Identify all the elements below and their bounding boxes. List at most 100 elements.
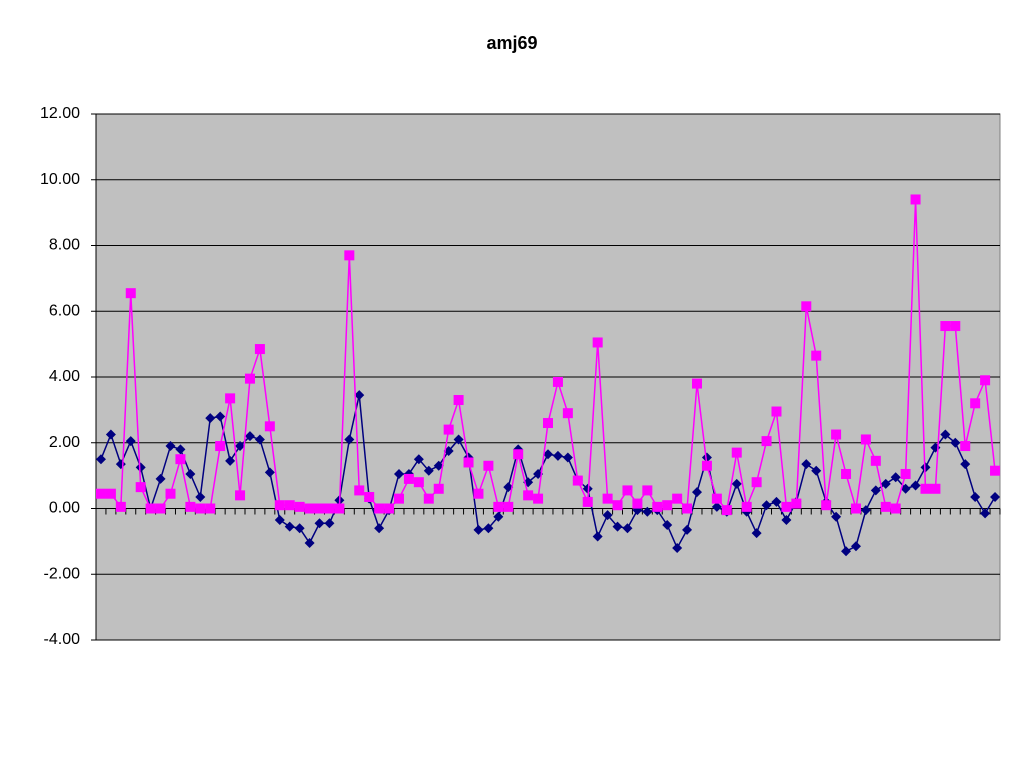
data-point xyxy=(731,478,742,489)
data-point xyxy=(284,521,295,532)
data-point xyxy=(393,468,404,479)
data-point xyxy=(453,395,464,406)
y-tick-label: 0.00 xyxy=(49,500,80,517)
data-point xyxy=(493,501,504,512)
chart-title: amj69 xyxy=(486,33,537,53)
data-point xyxy=(572,475,583,486)
data-point xyxy=(960,441,971,452)
data-point xyxy=(860,434,871,445)
data-point xyxy=(423,493,434,504)
data-point xyxy=(503,501,514,512)
y-tick-label: -2.00 xyxy=(44,565,81,582)
data-point xyxy=(672,493,683,504)
data-point xyxy=(582,483,593,494)
data-point xyxy=(543,418,553,429)
data-point xyxy=(284,500,295,511)
data-point xyxy=(235,441,246,452)
data-point xyxy=(652,501,663,512)
data-point xyxy=(244,431,255,442)
data-point xyxy=(374,503,385,514)
data-point xyxy=(612,521,623,532)
data-point xyxy=(294,523,305,534)
data-point xyxy=(274,515,285,526)
data-point xyxy=(304,538,315,549)
data-point xyxy=(940,321,951,332)
data-point xyxy=(354,390,365,401)
data-point xyxy=(552,450,563,461)
data-point xyxy=(225,393,236,404)
data-point xyxy=(125,436,136,447)
data-point xyxy=(970,491,981,502)
data-point xyxy=(622,523,633,534)
data-point xyxy=(354,485,365,496)
data-point xyxy=(254,434,265,445)
data-point xyxy=(682,503,693,514)
data-point xyxy=(771,496,782,507)
data-point xyxy=(543,449,553,460)
data-point xyxy=(413,477,424,488)
data-point xyxy=(493,511,504,522)
data-point xyxy=(254,344,265,355)
data-point xyxy=(642,485,653,496)
data-point xyxy=(384,503,395,514)
data-point xyxy=(314,518,325,529)
data-point xyxy=(155,503,166,514)
data-point xyxy=(801,301,812,312)
data-point xyxy=(592,531,603,542)
data-point xyxy=(950,321,961,332)
data-point xyxy=(95,454,106,465)
data-point xyxy=(811,465,822,476)
data-point xyxy=(483,460,494,471)
data-point xyxy=(821,500,832,511)
data-point xyxy=(711,493,722,504)
data-point xyxy=(364,491,375,502)
data-point xyxy=(910,480,921,491)
data-point xyxy=(940,429,951,440)
data-point xyxy=(562,408,573,419)
data-point xyxy=(165,441,176,452)
data-point xyxy=(125,288,136,299)
data-point xyxy=(274,500,285,511)
data-point xyxy=(135,482,146,493)
data-point xyxy=(682,524,693,535)
y-tick-label: 10.00 xyxy=(40,171,80,188)
data-point xyxy=(642,506,653,517)
data-point xyxy=(751,528,762,539)
data-point xyxy=(692,487,703,498)
data-point xyxy=(801,459,812,470)
data-point xyxy=(731,447,742,458)
data-point xyxy=(225,455,236,466)
data-point xyxy=(215,441,226,452)
data-point xyxy=(264,467,275,478)
data-point xyxy=(672,542,683,553)
data-point xyxy=(264,421,275,432)
data-point xyxy=(662,519,673,530)
data-point xyxy=(205,503,216,514)
data-point xyxy=(841,546,852,557)
data-point xyxy=(552,376,563,387)
data-point xyxy=(523,490,534,501)
data-point xyxy=(423,465,434,476)
data-point xyxy=(701,452,712,463)
data-point xyxy=(880,501,891,512)
data-point xyxy=(513,449,524,460)
data-point xyxy=(195,503,206,514)
data-point xyxy=(115,501,126,512)
data-point xyxy=(582,496,593,507)
data-point xyxy=(662,500,673,511)
data-point xyxy=(751,477,762,488)
data-point xyxy=(334,503,345,514)
data-point xyxy=(970,398,981,409)
y-tick-label: -4.00 xyxy=(44,631,81,648)
data-point xyxy=(741,501,752,512)
data-point xyxy=(930,483,941,494)
data-point xyxy=(463,457,474,468)
data-point xyxy=(195,491,206,502)
data-point xyxy=(294,501,305,512)
data-point xyxy=(920,483,931,494)
data-point xyxy=(870,455,881,466)
data-point xyxy=(890,503,901,514)
data-point xyxy=(324,518,335,529)
data-point xyxy=(592,337,603,348)
